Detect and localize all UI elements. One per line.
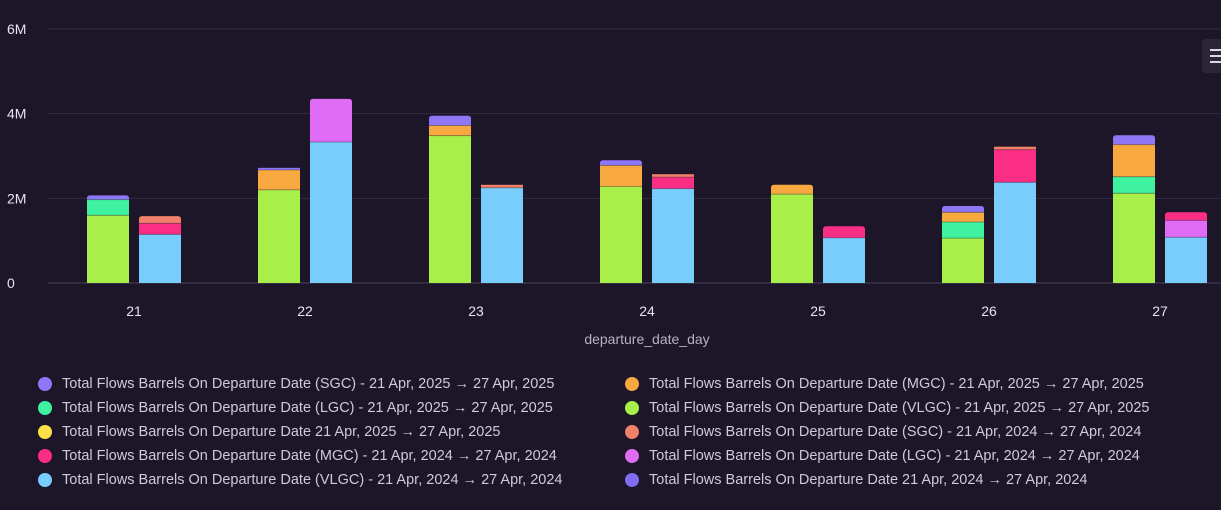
bar-segment-2024-26-3[interactable]	[994, 146, 1036, 150]
bar-segment-2024-24-2[interactable]	[652, 177, 694, 189]
y-tick-label: 0	[7, 275, 15, 291]
x-tick-label: 23	[468, 303, 484, 319]
legend-label: Total Flows Barrels On Departure Date (M…	[62, 448, 557, 464]
x-tick-label: 25	[810, 303, 826, 319]
bar-segment-2025-26-3[interactable]	[942, 205, 984, 213]
legend-marker	[625, 377, 639, 391]
bar-segment-2024-26-0[interactable]	[994, 182, 1036, 283]
bar-segment-2024-27-0[interactable]	[1165, 237, 1207, 283]
bar-segment-2025-27-1[interactable]	[1113, 176, 1155, 194]
bar-segment-2025-24-3[interactable]	[600, 160, 642, 166]
y-tick-label: 2M	[7, 190, 26, 206]
x-tick-label: 27	[1152, 303, 1168, 319]
bar-segment-2024-22-1[interactable]	[310, 98, 352, 143]
bars	[87, 98, 1207, 283]
bar-segment-2024-23-3[interactable]	[481, 184, 523, 188]
bar-segment-2024-25-0[interactable]	[823, 237, 865, 283]
chart-canvas: 0 2M 4M 6M 21 22 23 24 25 26 27 departure_date_da…	[7, 21, 1221, 347]
y-tick-label: 4M	[7, 106, 26, 122]
legend-label: Total Flows Barrels On Departure Date (S…	[62, 376, 555, 392]
bar-segment-2025-27-3[interactable]	[1113, 135, 1155, 145]
bar-segment-2024-24-0[interactable]	[652, 188, 694, 283]
legend-marker	[625, 473, 639, 487]
legend-marker	[38, 425, 52, 439]
legend-item[interactable]: Total Flows Barrels On Departure Date (M…	[625, 374, 1144, 394]
legend-label: Total Flows Barrels On Departure Date (S…	[649, 424, 1142, 440]
bar-segment-2025-23-0[interactable]	[429, 135, 471, 283]
bar-segment-2024-27-2[interactable]	[1165, 212, 1207, 221]
bar-segment-2025-25-2[interactable]	[771, 184, 813, 195]
legend-marker	[38, 377, 52, 391]
bar-segment-2025-26-1[interactable]	[942, 222, 984, 239]
x-tick-label: 24	[639, 303, 655, 319]
bar-segment-2025-22-0[interactable]	[258, 189, 300, 283]
bar-segment-2025-23-3[interactable]	[429, 115, 471, 126]
y-tick-label: 6M	[7, 21, 26, 37]
chart-menu-button[interactable]	[1202, 39, 1221, 73]
legend-item[interactable]: Total Flows Barrels On Departure Date 21…	[625, 470, 1087, 490]
bar-segment-2024-24-3[interactable]	[652, 174, 694, 178]
y-axis-ticks: 0 2M 4M 6M	[7, 21, 26, 291]
bar-segment-2025-26-0[interactable]	[942, 238, 984, 283]
legend-label: Total Flows Barrels On Departure Date (L…	[649, 448, 1140, 464]
legend-marker	[625, 425, 639, 439]
legend-item[interactable]: Total Flows Barrels On Departure Date 21…	[38, 422, 500, 442]
legend-item[interactable]: Total Flows Barrels On Departure Date (S…	[625, 422, 1141, 442]
x-axis-title: departure_date_day	[584, 331, 709, 347]
legend-marker	[625, 449, 639, 463]
legend-item[interactable]: Total Flows Barrels On Departure Date (S…	[38, 374, 554, 394]
x-axis-ticks: 21 22 23 24 25 26 27	[126, 303, 1168, 319]
legend-label: Total Flows Barrels On Departure Date (L…	[62, 400, 553, 416]
legend-marker	[38, 401, 52, 415]
bar-segment-2024-25-2[interactable]	[823, 226, 865, 238]
bar-segment-2024-23-0[interactable]	[481, 187, 523, 283]
bar-segment-2025-24-2[interactable]	[600, 165, 642, 187]
bar-segment-2025-24-0[interactable]	[600, 186, 642, 283]
bar-segment-2025-22-2[interactable]	[258, 169, 300, 190]
bar-segment-2024-21-3[interactable]	[139, 216, 181, 224]
legend-label: Total Flows Barrels On Departure Date 21…	[649, 472, 1088, 488]
legend-item[interactable]: Total Flows Barrels On Departure Date (L…	[625, 446, 1140, 466]
legend-item[interactable]: Total Flows Barrels On Departure Date (L…	[38, 398, 553, 418]
bar-segment-2024-21-2[interactable]	[139, 223, 181, 235]
bar-segment-2024-21-0[interactable]	[139, 234, 181, 283]
legend-item[interactable]: Total Flows Barrels On Departure Date (V…	[625, 398, 1150, 418]
bar-segment-2025-25-0[interactable]	[771, 194, 813, 283]
bar-segment-2025-27-2[interactable]	[1113, 144, 1155, 177]
legend-item[interactable]: Total Flows Barrels On Departure Date (V…	[38, 470, 563, 490]
x-tick-label: 21	[126, 303, 142, 319]
bar-segment-2024-26-2[interactable]	[994, 149, 1036, 183]
bar-segment-2025-23-2[interactable]	[429, 125, 471, 136]
x-tick-label: 22	[297, 303, 313, 319]
bar-segment-2024-27-1[interactable]	[1165, 220, 1207, 238]
bar-segment-2025-27-0[interactable]	[1113, 193, 1155, 283]
legend-marker	[38, 449, 52, 463]
x-tick-label: 26	[981, 303, 997, 319]
bar-segment-2025-22-3[interactable]	[258, 167, 300, 170]
legend-label: Total Flows Barrels On Departure Date (V…	[62, 472, 563, 488]
legend-item[interactable]: Total Flows Barrels On Departure Date (M…	[38, 446, 557, 466]
legend-label: Total Flows Barrels On Departure Date (M…	[649, 376, 1144, 392]
bar-segment-2025-21-0[interactable]	[87, 215, 129, 283]
bar-segment-2025-21-3[interactable]	[87, 195, 129, 200]
legend-label: Total Flows Barrels On Departure Date (V…	[649, 400, 1150, 416]
bar-segment-2025-26-2[interactable]	[942, 212, 984, 223]
legend-marker	[38, 473, 52, 487]
legend-marker	[625, 401, 639, 415]
legend-label: Total Flows Barrels On Departure Date 21…	[62, 424, 501, 440]
bar-segment-2025-21-1[interactable]	[87, 199, 129, 216]
bar-segment-2024-22-0[interactable]	[310, 142, 352, 283]
